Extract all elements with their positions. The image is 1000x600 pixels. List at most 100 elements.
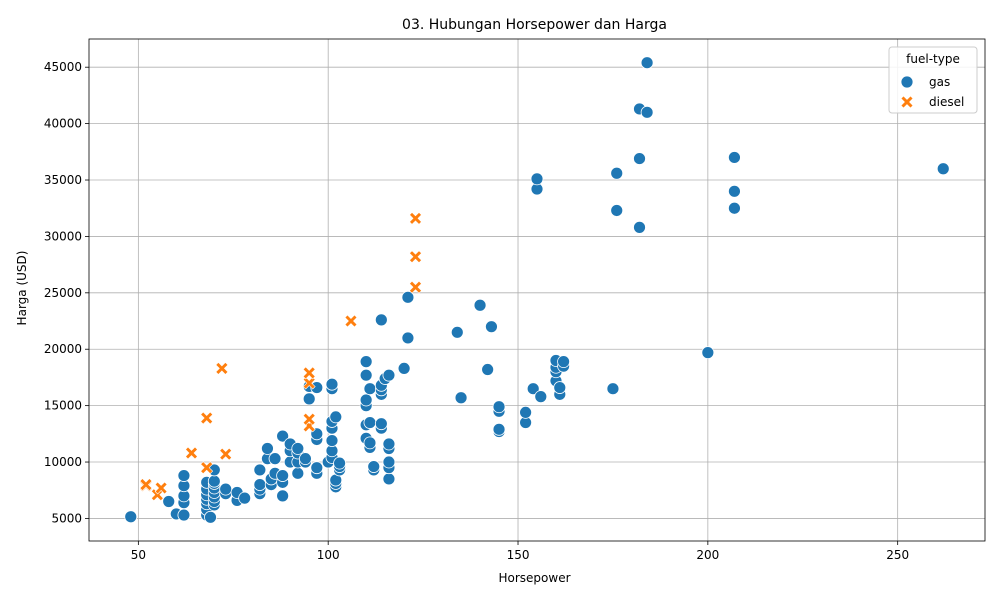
data-point-gas: [329, 410, 343, 424]
data-point-gas: [492, 400, 506, 414]
data-points: [124, 56, 950, 524]
data-point-gas: [291, 442, 305, 455]
data-point-diesel: [302, 366, 316, 380]
data-point-gas: [557, 355, 570, 369]
data-point-gas: [534, 390, 548, 404]
y-tick-label: 40000: [44, 117, 82, 131]
data-point-gas: [633, 220, 646, 234]
data-point-gas: [204, 510, 217, 524]
data-point-gas: [219, 482, 233, 496]
data-point-gas: [633, 152, 646, 165]
data-point-gas: [124, 510, 138, 524]
chart-title: 03. Hubungan Horsepower dan Harga: [402, 17, 667, 33]
x-tick-label: 50: [131, 548, 146, 562]
data-point-gas: [610, 166, 624, 180]
x-tick-label: 100: [317, 548, 340, 562]
data-point-gas: [728, 151, 741, 164]
y-tick-label: 20000: [44, 342, 82, 356]
data-point-gas: [207, 474, 221, 488]
data-point-gas: [367, 460, 381, 473]
data-point-diesel: [344, 314, 358, 328]
data-point-gas: [363, 382, 377, 396]
data-point-gas: [401, 331, 415, 345]
legend-title: fuel-type: [906, 52, 960, 66]
y-tick-label: 25000: [44, 286, 82, 300]
data-point-gas: [261, 442, 274, 455]
data-point-gas: [382, 437, 396, 451]
y-tick-label: 15000: [44, 399, 82, 413]
data-point-gas: [177, 508, 191, 522]
data-point-gas: [382, 455, 396, 469]
data-point-gas: [606, 382, 620, 396]
data-point-gas: [401, 290, 415, 304]
data-point-gas: [325, 377, 339, 391]
data-point-gas: [310, 461, 324, 475]
data-point-diesel: [185, 446, 198, 460]
data-point-gas: [610, 204, 624, 217]
data-point-gas: [382, 472, 396, 486]
data-point-gas: [374, 417, 388, 431]
data-point-gas: [374, 313, 388, 327]
data-point-gas: [640, 105, 654, 119]
y-tick-label: 5000: [51, 511, 82, 525]
data-point-gas: [253, 463, 267, 477]
data-point-gas: [450, 325, 464, 339]
y-axis-label: Harga (USD): [15, 251, 29, 326]
data-point-diesel: [302, 376, 316, 390]
data-point-diesel: [302, 412, 316, 426]
data-point-gas: [359, 393, 373, 407]
legend-marker-gas: [900, 75, 914, 89]
data-point-diesel: [215, 361, 229, 375]
data-point-gas: [253, 478, 267, 491]
data-point-gas: [519, 405, 533, 419]
legend-label-gas: gas: [929, 75, 950, 89]
x-tick-label: 150: [507, 548, 530, 562]
data-point-gas: [701, 346, 715, 360]
x-tick-label: 200: [696, 548, 719, 562]
y-axis-ticks: 5000 10000 15000 20000 25000 30000 35000 40000 4…: [44, 60, 89, 525]
data-point-gas: [640, 56, 654, 70]
data-point-diesel: [219, 447, 233, 461]
data-point-gas: [276, 429, 290, 443]
y-tick-label: 45000: [44, 60, 82, 74]
data-point-diesel: [409, 211, 422, 225]
data-point-gas: [359, 355, 373, 369]
data-point-gas: [177, 469, 191, 482]
data-point-gas: [238, 491, 252, 505]
data-point-gas: [492, 422, 506, 436]
data-point-gas: [268, 452, 282, 466]
data-point-gas: [276, 489, 290, 503]
data-point-diesel: [200, 411, 214, 425]
data-point-diesel: [409, 250, 422, 264]
data-point-gas: [728, 184, 741, 198]
data-point-diesel: [200, 461, 214, 475]
data-point-diesel: [409, 280, 422, 294]
data-point-gas: [302, 392, 316, 406]
data-point-gas: [481, 363, 495, 376]
data-point-gas: [325, 434, 339, 448]
data-point-gas: [473, 298, 487, 312]
plot-frame: [88, 38, 986, 542]
data-point-gas: [397, 362, 411, 375]
x-tick-label: 250: [886, 548, 909, 562]
data-point-gas: [276, 469, 290, 482]
data-point-gas: [553, 381, 567, 394]
y-tick-label: 10000: [44, 455, 82, 469]
grid-lines: [89, 39, 985, 541]
data-point-gas: [363, 436, 377, 450]
data-point-gas: [382, 368, 396, 382]
data-point-diesel: [154, 481, 168, 495]
data-point-gas: [299, 452, 312, 466]
legend: fuel-type gas diesel: [888, 46, 978, 114]
data-point-gas: [526, 382, 540, 396]
data-point-gas: [454, 391, 468, 405]
x-axis-label: Horsepower: [498, 571, 570, 585]
data-point-diesel: [139, 478, 153, 492]
legend-label-diesel: diesel: [929, 95, 964, 109]
data-point-gas: [485, 320, 498, 334]
legend-marker-diesel: [900, 95, 914, 109]
x-axis-ticks: 50 100 150 200 250: [131, 541, 909, 562]
data-point-gas: [162, 495, 176, 508]
